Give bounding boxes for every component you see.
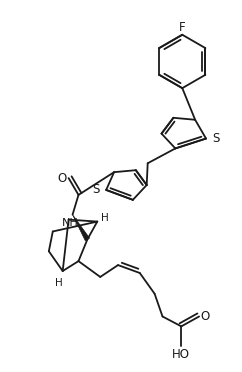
Polygon shape (73, 215, 90, 241)
Text: S: S (212, 132, 219, 145)
Text: H: H (55, 278, 63, 288)
Text: O: O (57, 171, 66, 185)
Text: NH: NH (62, 218, 79, 228)
Text: S: S (93, 183, 100, 196)
Text: HO: HO (172, 347, 190, 360)
Text: F: F (179, 21, 186, 34)
Text: O: O (200, 310, 210, 323)
Text: H: H (101, 213, 109, 222)
